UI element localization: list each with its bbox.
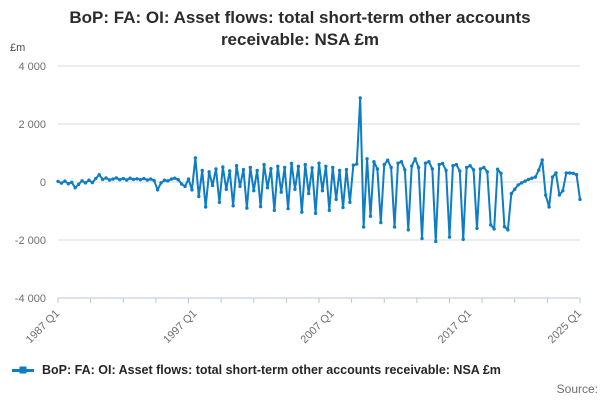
y-tick-label: 4 000	[18, 61, 46, 73]
y-tick-label: -2 000	[15, 235, 46, 247]
y-tick-labels: 4 000 2 000 0 -2 000 -4 000	[15, 61, 46, 305]
legend-line-marker	[12, 366, 34, 374]
data-line	[57, 96, 581, 243]
legend: BoP: FA: OI: Asset flows: total short-te…	[12, 363, 501, 377]
x-tick-label: 1987 Q1	[24, 308, 62, 346]
legend-label: BoP: FA: OI: Asset flows: total short-te…	[42, 363, 501, 377]
x-tick-label: 2007 Q1	[299, 308, 337, 346]
y-gridlines	[58, 65, 580, 241]
legend-point-icon	[19, 366, 27, 374]
x-tick-label: 1997 Q1	[161, 308, 199, 346]
y-axis-unit-label: £m	[10, 42, 26, 54]
page-title: BoP: FA: OI: Asset flows: total short-te…	[30, 7, 570, 51]
source-label: Source:	[556, 382, 598, 396]
y-tick-label: 2 000	[18, 119, 46, 131]
data-points	[56, 96, 582, 244]
plot-area: 4 000 2 000 0 -2 000 -4 000 1987 Q1 1997 Q1 200…	[15, 61, 584, 346]
x-tick-label: 2017 Q1	[436, 308, 474, 346]
y-tick-label: -4 000	[15, 293, 46, 305]
chart-title-text: BoP: FA: OI: Asset flows: total short-te…	[69, 8, 531, 49]
x-tick-label: 2025 Q1	[546, 308, 584, 346]
x-tick-labels: 1987 Q1 1997 Q1 2007 Q1 2017 Q1 2025 Q1	[24, 308, 584, 346]
y-tick-label: 0	[40, 177, 46, 189]
x-tick-marks	[57, 298, 581, 303]
